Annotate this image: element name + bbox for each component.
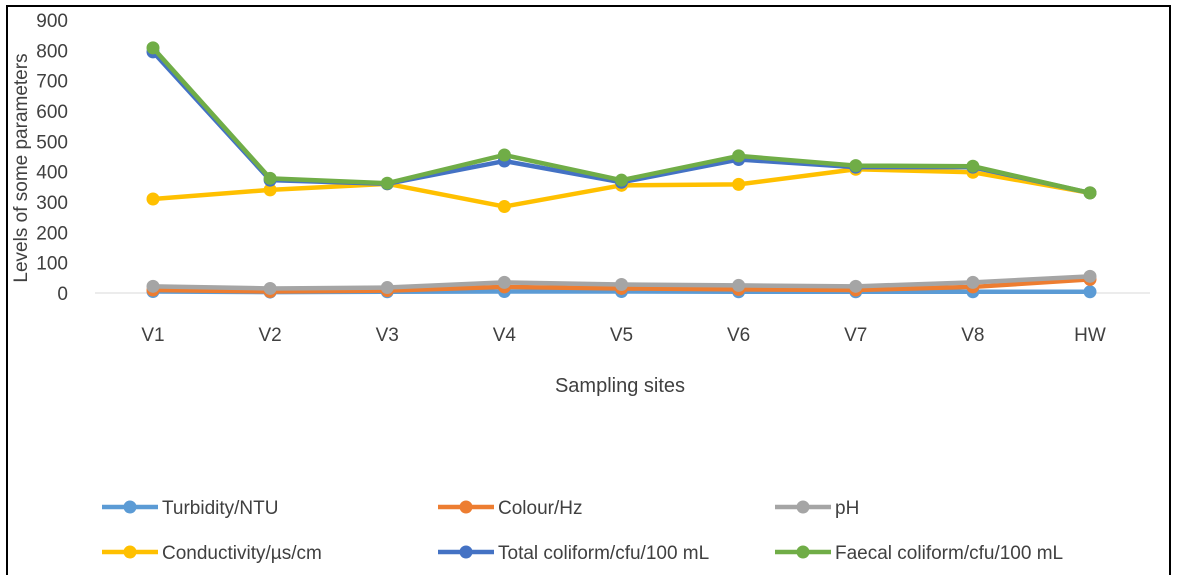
x-tick-label: V7 (844, 325, 867, 346)
data-point (615, 278, 628, 292)
x-tick-label: HW (1074, 325, 1106, 346)
data-point (732, 177, 746, 191)
legend-item: pH (775, 498, 859, 519)
data-point (146, 279, 160, 293)
y-axis-ticks: 0 100 200 300 400 500 600 700 800 900 (36, 11, 68, 305)
legend-label: Total coliform/cfu/100 mL (498, 543, 709, 564)
legend-item: Total coliform/cfu/100 mL (438, 543, 709, 564)
y-tick-label: 100 (36, 254, 68, 275)
legend: Turbidity/NTU Colour/Hz pH Conductivity/µs/… (102, 498, 1063, 564)
series-group (146, 41, 1097, 200)
y-tick-label: 400 (36, 163, 68, 184)
data-point (1083, 186, 1097, 200)
x-tick-label: V5 (610, 325, 633, 346)
legend-item: Conductivity/µs/cm (102, 543, 322, 564)
data-point (497, 200, 511, 214)
data-point (615, 173, 628, 187)
x-tick-label: V3 (376, 325, 399, 346)
x-tick-label: V2 (259, 325, 282, 346)
data-point (263, 183, 277, 197)
y-tick-label: 800 (36, 41, 68, 62)
y-tick-label: 700 (36, 72, 68, 93)
legend-label: pH (835, 498, 859, 519)
legend-swatch-marker (459, 500, 473, 514)
data-point (497, 275, 511, 289)
data-point (732, 278, 746, 292)
legend-swatch-marker (796, 545, 810, 559)
data-point (849, 279, 863, 293)
y-tick-label: 600 (36, 102, 68, 123)
data-point (146, 192, 160, 206)
data-point (732, 149, 746, 163)
data-point (497, 148, 511, 162)
data-point (380, 281, 394, 295)
y-tick-label: 300 (36, 193, 68, 214)
y-tick-label: 200 (36, 223, 68, 244)
x-tick-label: V1 (141, 325, 164, 346)
legend-swatch-marker (459, 545, 473, 559)
legend-label: Faecal coliform/cfu/100 mL (835, 543, 1063, 564)
legend-label: Turbidity/NTU (162, 498, 278, 519)
legend-swatch-marker (796, 500, 810, 514)
legend-item: Faecal coliform/cfu/100 mL (775, 543, 1063, 564)
x-tick-label: V8 (961, 325, 984, 346)
series-layer (146, 41, 1097, 299)
data-point (263, 281, 277, 295)
data-point (1083, 285, 1097, 299)
data-point (146, 41, 160, 55)
data-point (1083, 269, 1097, 283)
y-tick-label: 900 (36, 11, 68, 32)
data-point (966, 275, 980, 289)
data-point (263, 171, 277, 185)
series-group (146, 269, 1097, 295)
legend-swatch-marker (123, 500, 137, 514)
legend-item: Turbidity/NTU (102, 498, 278, 519)
legend-swatch-marker (123, 545, 137, 559)
y-tick-label: 0 (57, 284, 68, 305)
data-point (380, 176, 394, 190)
data-point (849, 159, 863, 173)
legend-label: Colour/Hz (498, 498, 582, 519)
chart-frame (6, 5, 1171, 575)
x-tick-label: V4 (493, 325, 517, 346)
data-point (966, 159, 980, 173)
y-axis-title: Levels of some parameters (11, 53, 32, 282)
x-tick-label: V6 (727, 325, 750, 346)
legend-item: Colour/Hz (438, 498, 582, 519)
legend-label: Conductivity/µs/cm (162, 543, 322, 564)
x-axis-ticks: V1 V2 V3 V4 V5 V6 V7 V8 HW (141, 325, 1106, 346)
y-tick-label: 500 (36, 132, 68, 153)
x-axis-title: Sampling sites (555, 375, 685, 397)
